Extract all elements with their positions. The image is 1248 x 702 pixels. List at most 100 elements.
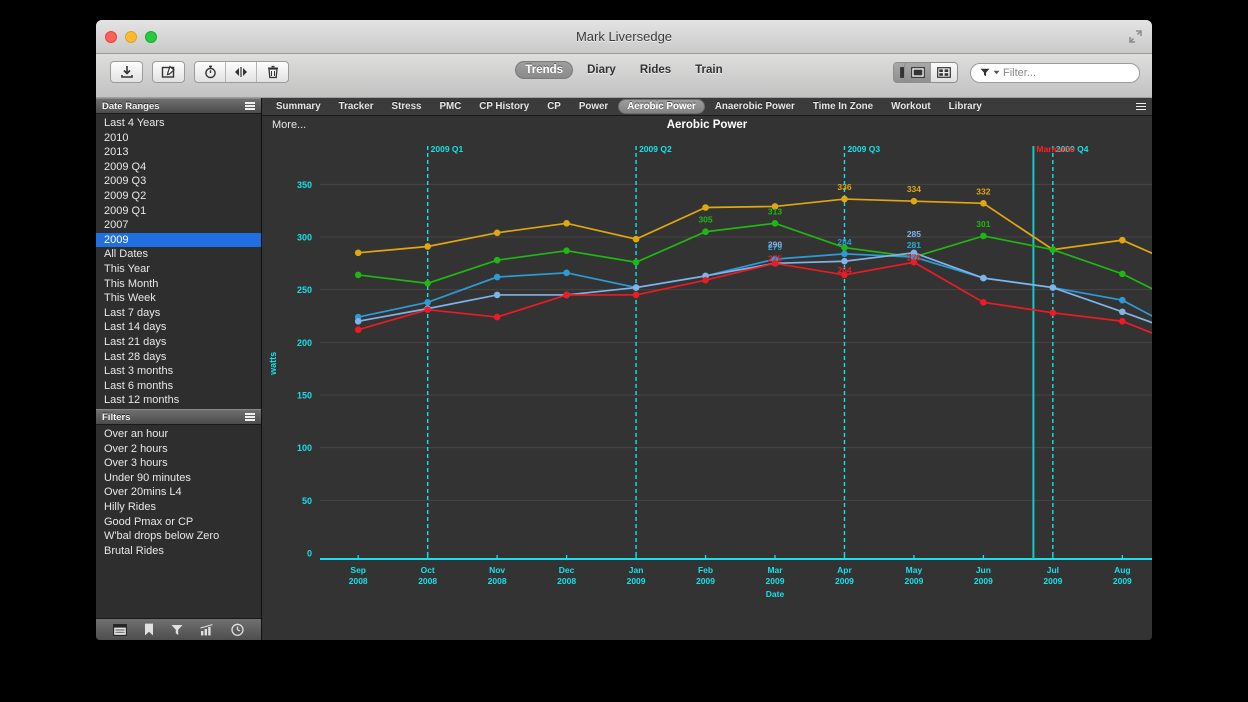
chart-tab-power[interactable]: Power xyxy=(578,101,609,112)
data-point[interactable] xyxy=(493,291,501,299)
data-point[interactable] xyxy=(1119,296,1126,304)
expand-icon[interactable] xyxy=(1129,30,1142,43)
data-point[interactable] xyxy=(424,280,431,287)
download-button[interactable] xyxy=(110,61,143,83)
data-point[interactable] xyxy=(771,220,779,227)
chart-tab-summary[interactable]: Summary xyxy=(276,101,321,112)
data-point[interactable] xyxy=(910,258,918,266)
data-point[interactable] xyxy=(493,273,501,281)
edit-button[interactable] xyxy=(152,61,185,83)
data-point[interactable] xyxy=(980,274,987,282)
filter-item[interactable]: Over an hour xyxy=(104,428,169,440)
data-point[interactable] xyxy=(841,257,848,265)
data-point[interactable] xyxy=(632,235,640,243)
date-range-item[interactable]: Last 28 days xyxy=(104,350,167,363)
filter-item[interactable]: Over 3 hours xyxy=(104,457,168,470)
date-range-item[interactable]: Last 3 months xyxy=(104,365,174,378)
data-point[interactable] xyxy=(1049,284,1057,291)
data-point[interactable] xyxy=(771,203,779,210)
filter-item[interactable]: Hilly Rides xyxy=(104,500,156,513)
data-point[interactable] xyxy=(563,220,570,227)
data-point[interactable] xyxy=(632,258,640,266)
chart-tab-library[interactable]: Library xyxy=(948,101,982,112)
grid-view-toggle[interactable] xyxy=(931,63,957,82)
data-point[interactable] xyxy=(910,197,918,205)
data-point[interactable] xyxy=(354,326,362,333)
data-point[interactable] xyxy=(910,249,918,257)
data-point[interactable] xyxy=(632,291,640,299)
data-point[interactable] xyxy=(980,299,987,306)
date-range-item[interactable]: 2009 xyxy=(96,232,261,248)
data-point[interactable] xyxy=(1119,236,1126,244)
filter-item[interactable]: Over 20mins L4 xyxy=(104,486,182,499)
chart-tab-pmc[interactable]: PMC xyxy=(439,101,462,112)
single-view-toggle[interactable] xyxy=(905,63,931,82)
mode-tab-rides[interactable]: Rides xyxy=(639,64,672,76)
date-range-item[interactable]: Last 7 days xyxy=(104,306,161,319)
hamburger-icon[interactable] xyxy=(245,413,255,421)
data-point[interactable] xyxy=(702,204,709,211)
chart-tab-anaerobic-power[interactable]: Anaerobic Power xyxy=(714,101,795,112)
data-point[interactable] xyxy=(980,199,987,207)
minimize-button[interactable] xyxy=(125,31,137,43)
mode-tab-diary[interactable]: Diary xyxy=(587,64,616,76)
data-point[interactable] xyxy=(632,284,640,291)
hamburger-icon[interactable] xyxy=(245,102,255,110)
data-point[interactable] xyxy=(493,229,501,237)
date-range-item[interactable]: 2009 Q1 xyxy=(104,204,147,217)
data-point[interactable] xyxy=(1119,308,1126,316)
zoom-button[interactable] xyxy=(145,31,157,43)
filter-search-box[interactable]: Filter... xyxy=(970,62,1140,83)
data-point[interactable] xyxy=(841,195,848,203)
data-point[interactable] xyxy=(424,306,431,313)
delete-button[interactable] xyxy=(257,62,288,82)
filter-funnel-icon[interactable] xyxy=(171,624,183,636)
date-range-item[interactable]: 2010 xyxy=(104,131,129,144)
chart-tab-stress[interactable]: Stress xyxy=(391,101,422,112)
data-point[interactable] xyxy=(841,250,848,258)
data-point[interactable] xyxy=(702,276,709,284)
mode-tab-trends[interactable]: Trends xyxy=(515,61,574,79)
data-point[interactable] xyxy=(841,244,848,251)
data-point[interactable] xyxy=(424,243,431,250)
hamburger-icon[interactable] xyxy=(1136,102,1146,111)
more-label[interactable]: More... xyxy=(272,119,307,131)
date-range-item[interactable]: Last 21 days xyxy=(104,335,167,348)
chart-icon[interactable] xyxy=(200,623,214,636)
bookmark-icon[interactable] xyxy=(144,623,154,636)
date-range-item[interactable]: Last 14 days xyxy=(104,321,167,334)
data-point[interactable] xyxy=(841,271,848,279)
data-point[interactable] xyxy=(424,299,431,306)
mode-tab-train[interactable]: Train xyxy=(695,64,723,76)
data-point[interactable] xyxy=(354,317,362,325)
chart-tab-aerobic-power[interactable]: Aerobic Power xyxy=(618,99,705,114)
chart-tab-tracker[interactable]: Tracker xyxy=(338,101,374,112)
date-range-item[interactable]: 2009 Q4 xyxy=(104,160,147,173)
chart-tab-cp-history[interactable]: CP History xyxy=(479,101,530,112)
data-point[interactable] xyxy=(1119,270,1126,278)
date-range-item[interactable]: All Dates xyxy=(104,248,149,261)
date-range-item[interactable]: 2007 xyxy=(104,219,129,232)
filter-item[interactable]: Brutal Rides xyxy=(104,544,164,557)
compare-button[interactable] xyxy=(226,62,257,82)
filter-item[interactable]: Under 90 minutes xyxy=(104,471,191,484)
filter-item[interactable]: W'bal drops below Zero xyxy=(104,530,220,543)
chart-tab-workout[interactable]: Workout xyxy=(891,101,931,112)
chart-tab-cp[interactable]: CP xyxy=(547,101,561,112)
data-point[interactable] xyxy=(354,271,362,279)
timer-button[interactable] xyxy=(195,62,226,82)
chart-tab-time-in-zone[interactable]: Time In Zone xyxy=(812,101,874,112)
date-range-item[interactable]: This Year xyxy=(104,262,150,275)
date-range-item[interactable]: 2009 Q2 xyxy=(104,189,147,202)
date-range-item[interactable]: 2009 Q3 xyxy=(104,175,147,188)
data-point[interactable] xyxy=(1049,309,1057,317)
data-point[interactable] xyxy=(563,247,570,254)
data-point[interactable] xyxy=(493,256,501,264)
date-range-item[interactable]: Last 6 months xyxy=(104,379,174,392)
data-point[interactable] xyxy=(702,228,709,236)
filter-item[interactable]: Good Pmax or CP xyxy=(104,515,194,528)
data-point[interactable] xyxy=(771,260,779,267)
close-button[interactable] xyxy=(105,31,117,43)
data-point[interactable] xyxy=(493,313,501,321)
clock-icon[interactable] xyxy=(231,623,244,636)
